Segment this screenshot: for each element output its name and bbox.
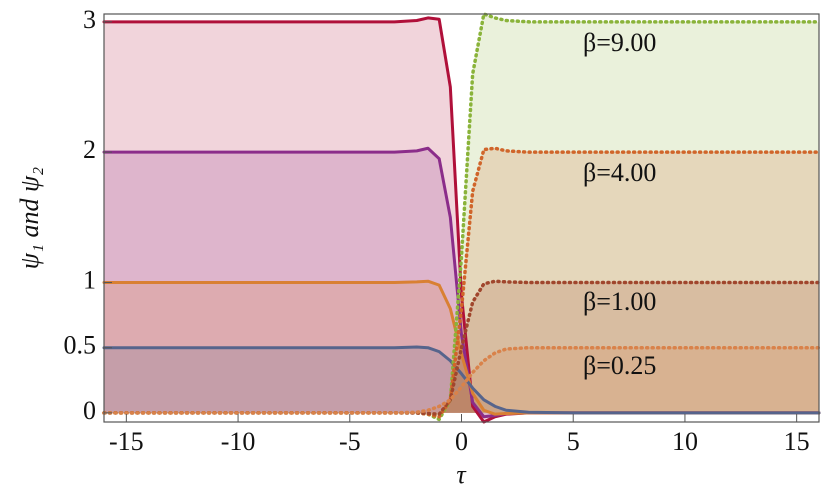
x-tick-label: 0: [455, 427, 468, 456]
area: [104, 17, 819, 422]
x-tick-label: 5: [567, 427, 580, 456]
x-tick-label: -10: [221, 427, 256, 456]
x-tick-label: -5: [339, 427, 361, 456]
area: [104, 347, 819, 413]
annotation: β=1.00: [583, 287, 656, 316]
annotation: β=4.00: [583, 158, 656, 187]
area: [104, 281, 819, 415]
x-axis-label: τ: [456, 460, 467, 489]
y-tick-label: 0: [83, 396, 96, 425]
y-axis-label: ψ₁ and ψ₂: [15, 167, 44, 269]
annotation: β=9.00: [583, 28, 656, 57]
area: [104, 148, 819, 417]
y-tick-label: 1: [83, 265, 96, 294]
y-tick-label: 3: [83, 5, 96, 34]
y-tick-label: 0.5: [64, 331, 97, 360]
area: [104, 347, 819, 413]
area: [104, 148, 819, 417]
line: [102, 345, 821, 415]
x-tick-label: 10: [672, 427, 698, 456]
x-tick-label: 15: [784, 427, 810, 456]
y-tick-label: 2: [83, 135, 96, 164]
area: [104, 14, 819, 420]
annotation: β=0.25: [583, 351, 656, 380]
x-tick-label: -15: [109, 427, 144, 456]
